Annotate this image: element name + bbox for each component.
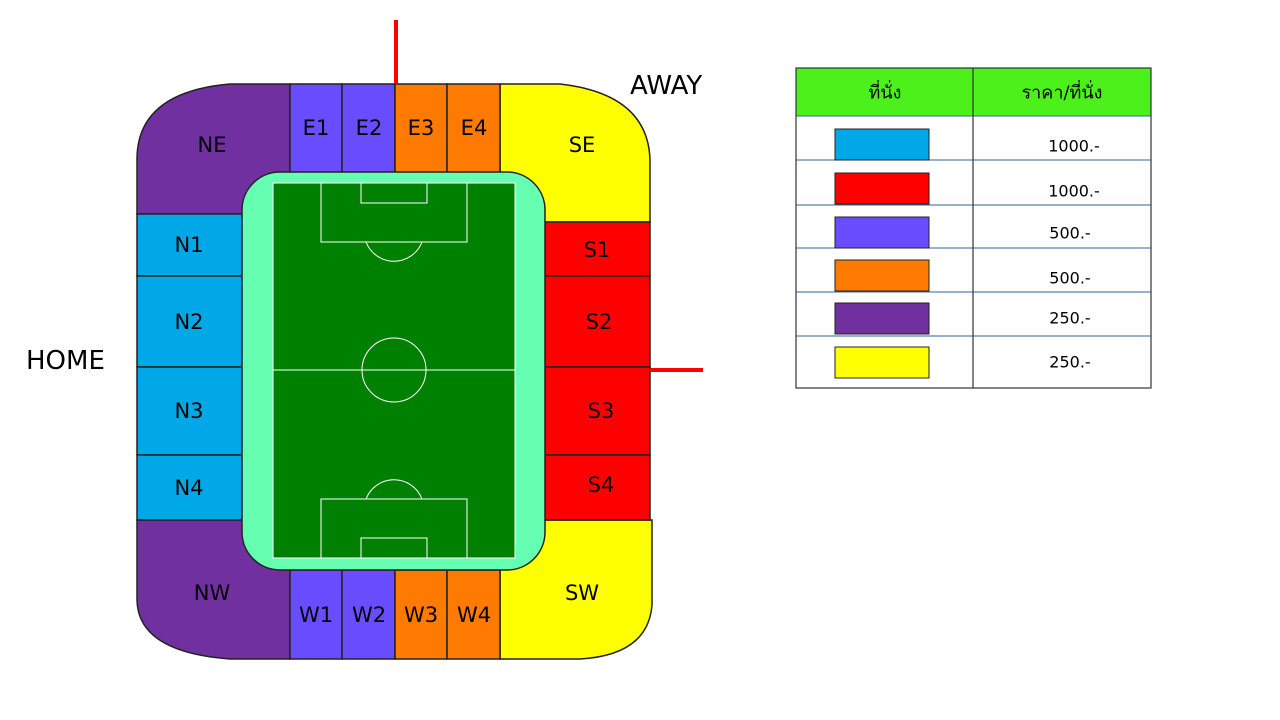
section-s4-label: S4 xyxy=(588,473,615,497)
legend-price: 1000.- xyxy=(1048,182,1100,201)
section-s1-label: S1 xyxy=(584,238,611,262)
section-n2-label: N2 xyxy=(174,310,203,334)
legend-row: 250.- xyxy=(834,346,1091,379)
section-e2[interactable]: E2 xyxy=(341,83,396,175)
section-w2-label: W2 xyxy=(352,603,386,627)
section-e3[interactable]: E3 xyxy=(394,83,448,175)
section-s3[interactable]: S3 xyxy=(544,366,651,456)
section-e2-label: E2 xyxy=(356,116,383,140)
section-n1[interactable]: N1 xyxy=(136,213,243,277)
legend-row: 500.- xyxy=(834,216,1091,249)
section-e1[interactable]: E1 xyxy=(289,83,343,175)
section-sw-label: SW xyxy=(565,581,599,605)
legend-row: 1000.- xyxy=(834,128,1100,161)
section-s4[interactable]: S4 xyxy=(544,454,651,521)
legend-price: 250.- xyxy=(1049,309,1090,328)
pitch xyxy=(241,171,546,571)
section-n4-label: N4 xyxy=(174,476,203,500)
legend-row: 500.- xyxy=(834,259,1091,292)
price-legend-table: ที่นั่ง ราคา/ที่นั่ง 1000.- 1000.- 500.-… xyxy=(795,67,1152,389)
legend-color-swatch xyxy=(834,259,930,292)
legend-row: 250.- xyxy=(834,302,1091,335)
legend-seat-header: ที่นั่ง xyxy=(869,80,902,104)
home-label: HOME xyxy=(26,346,105,376)
section-w3-label: W3 xyxy=(404,603,438,627)
pitch-markings xyxy=(272,182,516,559)
section-n2[interactable]: N2 xyxy=(136,275,243,368)
section-e3-label: E3 xyxy=(408,116,435,140)
section-w1-label: W1 xyxy=(299,603,333,627)
legend-price: 250.- xyxy=(1049,353,1090,372)
legend-color-swatch xyxy=(834,302,930,335)
legend-row: 1000.- xyxy=(834,172,1100,205)
section-w3[interactable]: W3 xyxy=(394,569,448,660)
legend-price: 500.- xyxy=(1049,269,1090,288)
legend-price: 1000.- xyxy=(1048,137,1100,156)
section-s3-label: S3 xyxy=(588,399,615,423)
legend-color-swatch xyxy=(834,128,930,161)
legend-price-header: ราคา/ที่นั่ง xyxy=(1022,80,1103,104)
section-w2[interactable]: W2 xyxy=(341,569,396,660)
section-s2-label: S2 xyxy=(586,310,613,334)
section-ne[interactable]: NE xyxy=(136,83,291,215)
section-w4[interactable]: W4 xyxy=(446,569,501,660)
section-n1-label: N1 xyxy=(174,233,203,257)
section-e1-label: E1 xyxy=(303,116,330,140)
legend-price: 500.- xyxy=(1049,224,1090,243)
away-label: AWAY xyxy=(630,71,702,101)
section-s2[interactable]: S2 xyxy=(544,275,651,368)
legend-color-swatch xyxy=(834,172,930,205)
section-ne-label: NE xyxy=(198,133,227,157)
section-e4-label: E4 xyxy=(461,116,488,140)
section-n3[interactable]: N3 xyxy=(136,366,243,456)
section-se-label: SE xyxy=(569,133,596,157)
section-w4-label: W4 xyxy=(457,603,491,627)
section-s1[interactable]: S1 xyxy=(544,221,651,277)
section-n3-label: N3 xyxy=(174,399,203,423)
section-w1[interactable]: W1 xyxy=(289,569,343,660)
legend-color-swatch xyxy=(834,216,930,249)
section-n4[interactable]: N4 xyxy=(136,454,243,521)
section-e4[interactable]: E4 xyxy=(446,83,501,175)
section-nw-label: NW xyxy=(194,581,231,605)
legend-color-swatch xyxy=(834,346,930,379)
